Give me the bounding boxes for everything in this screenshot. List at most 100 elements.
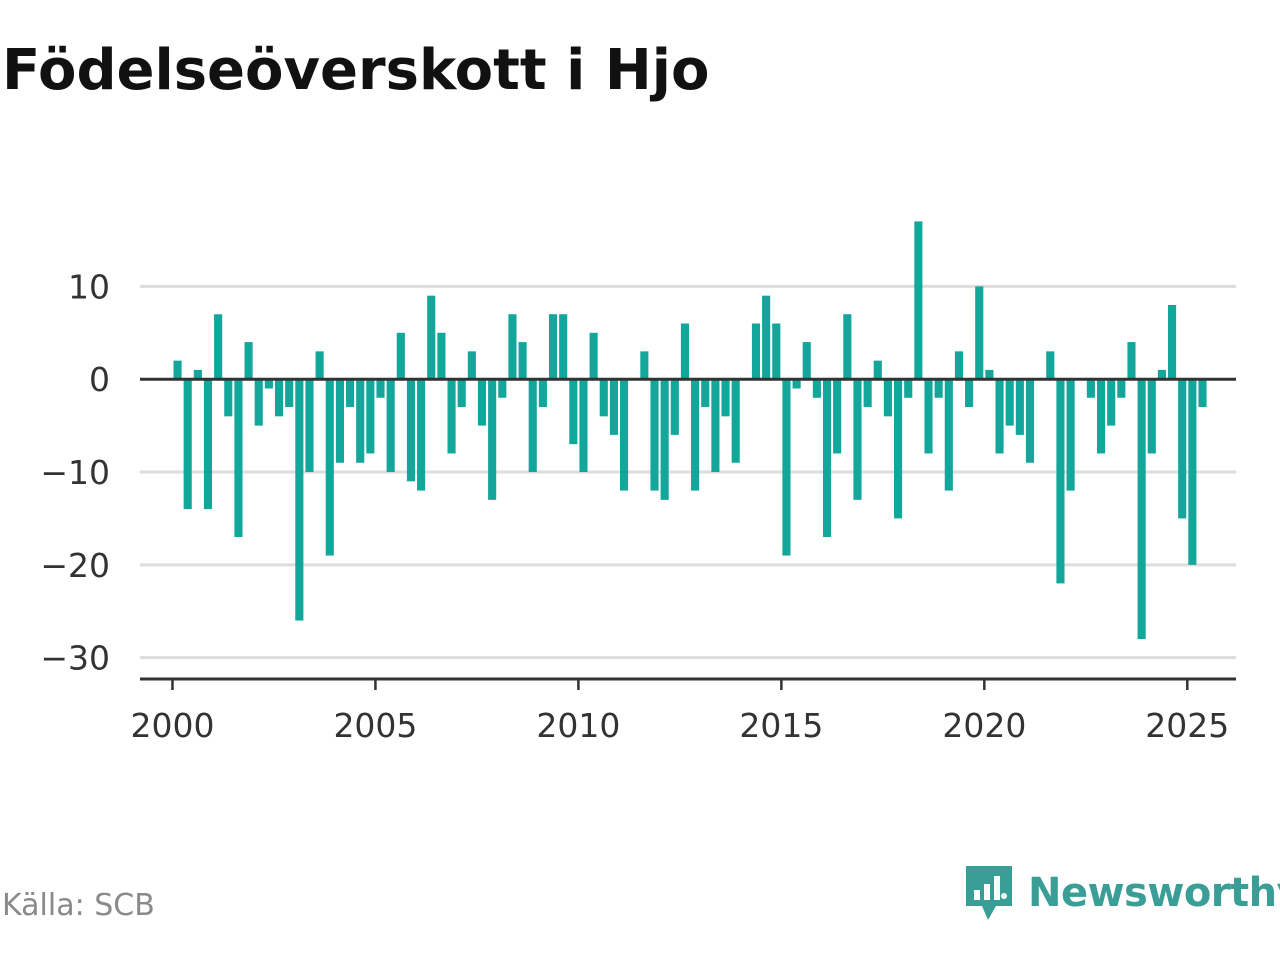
bar (274, 379, 284, 417)
bar (802, 342, 811, 380)
bar (508, 314, 517, 380)
bar (599, 379, 608, 417)
bar (589, 332, 598, 380)
bar (1046, 351, 1055, 380)
y-tick-label: −20 (40, 546, 110, 585)
x-tick-label: 2015 (739, 706, 823, 745)
bar (447, 379, 456, 454)
y-axis-ticks: 10 0 −10 −20 −30 (40, 267, 110, 677)
x-tick-label: 2010 (536, 706, 620, 745)
bar (954, 351, 964, 380)
bar (559, 314, 568, 380)
bar (833, 379, 842, 454)
bar (295, 379, 304, 621)
bar (417, 379, 426, 491)
bar (396, 332, 405, 380)
brand-logo: Newsworthy (962, 862, 1280, 924)
bar (701, 379, 710, 408)
bar (873, 360, 882, 380)
bar (609, 379, 618, 435)
bar (691, 379, 700, 491)
bar (1157, 369, 1166, 380)
bar (1107, 379, 1116, 426)
bar (376, 379, 385, 398)
bar (488, 379, 497, 500)
bar (437, 332, 446, 380)
bar (883, 379, 892, 417)
bar (1066, 379, 1075, 491)
bar (670, 379, 679, 435)
x-axis-ticks: 2000 2005 2010 2015 2020 2025 (130, 679, 1229, 745)
bar-chart: 10 0 −10 −20 −30 2000 2005 2010 2015 2020 2025 (40, 221, 1236, 745)
brand-name: Newsworthy (1028, 870, 1280, 916)
bar (934, 379, 943, 398)
bar (528, 379, 537, 473)
bar (193, 369, 202, 380)
bar (1198, 379, 1207, 408)
bar (924, 379, 933, 454)
bar (1168, 304, 1177, 380)
x-tick-label: 2025 (1145, 706, 1229, 745)
bar (1056, 379, 1065, 584)
bar (477, 379, 487, 426)
bar (244, 342, 253, 380)
bar (751, 323, 761, 380)
bar (944, 379, 953, 491)
bar (264, 379, 273, 389)
bar (965, 379, 974, 408)
bar (1096, 379, 1106, 454)
bar (335, 379, 344, 463)
gridlines (140, 284, 1236, 660)
bar (1147, 379, 1156, 454)
bar (386, 379, 395, 473)
bar (203, 379, 213, 510)
bar (234, 379, 243, 537)
bar-series (173, 221, 1207, 640)
newsworthy-logo-icon (966, 866, 1012, 920)
bar (914, 221, 923, 380)
bar (183, 379, 192, 510)
bar (518, 342, 527, 380)
bar (711, 379, 720, 473)
bar (214, 314, 223, 380)
bar (680, 323, 690, 380)
bar (315, 351, 324, 380)
axes (140, 377, 1236, 681)
bar (904, 379, 913, 398)
y-tick-label: 10 (68, 267, 110, 306)
bar (366, 379, 375, 454)
bar (305, 379, 314, 473)
x-tick-label: 2020 (942, 706, 1026, 745)
bar (548, 314, 558, 380)
bar (1025, 379, 1035, 463)
bar (579, 379, 588, 473)
bar (356, 379, 365, 463)
bar (406, 379, 416, 482)
bar (173, 360, 182, 380)
bar (1188, 379, 1197, 565)
bar (853, 379, 862, 500)
bar (1005, 379, 1014, 426)
bar (995, 379, 1004, 454)
bar (985, 369, 994, 380)
bar (498, 379, 507, 398)
bar (427, 295, 436, 380)
bar (721, 379, 730, 417)
source-note: Källa: SCB (2, 888, 155, 923)
bar (894, 379, 903, 519)
bar (975, 286, 984, 380)
bar (640, 351, 649, 380)
y-tick-label: 0 (89, 360, 110, 399)
x-tick-label: 2005 (333, 706, 417, 745)
bar (1015, 379, 1024, 435)
bar (285, 379, 294, 408)
bar (1127, 342, 1136, 380)
bar (538, 379, 547, 408)
bar (782, 379, 791, 556)
bar (467, 351, 476, 380)
bar (731, 379, 740, 463)
bar (762, 295, 771, 380)
y-tick-label: −30 (40, 639, 110, 678)
bar (1178, 379, 1187, 519)
bar (224, 379, 233, 417)
